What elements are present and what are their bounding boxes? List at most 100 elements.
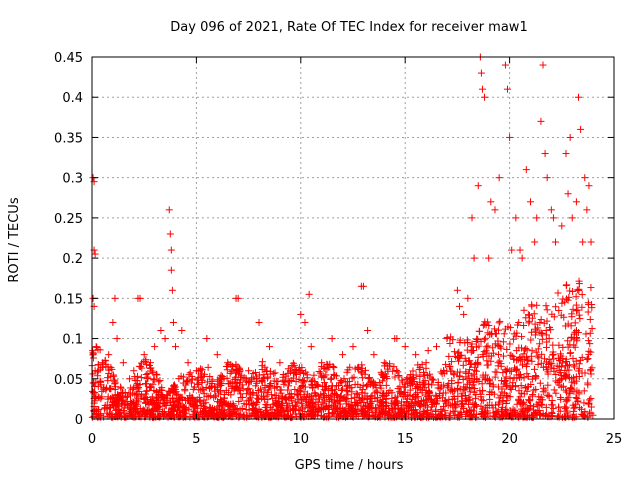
data-point	[501, 61, 509, 69]
data-point	[146, 359, 154, 367]
x-tick-label: 10	[293, 432, 310, 447]
data-point	[111, 294, 119, 302]
data-point	[301, 318, 309, 326]
y-tick-label: 0.45	[54, 51, 83, 66]
data-point	[506, 133, 514, 141]
y-tick-label: 0.4	[62, 91, 83, 106]
data-point	[169, 318, 177, 326]
data-point-cloud	[88, 277, 597, 421]
data-point	[585, 182, 593, 190]
data-point	[464, 294, 472, 302]
data-point	[393, 335, 401, 343]
data-point	[224, 359, 232, 367]
data-point	[526, 198, 534, 206]
data-point	[568, 214, 576, 222]
data-point	[485, 254, 493, 262]
data-point	[518, 254, 526, 262]
data-point	[168, 286, 176, 294]
data-point	[541, 150, 549, 158]
y-tick-label: 0.05	[54, 373, 83, 388]
data-point	[422, 359, 430, 367]
x-tick-label: 25	[606, 432, 623, 447]
data-point	[92, 343, 100, 351]
data-point	[357, 282, 365, 290]
data-point	[533, 214, 541, 222]
data-point	[297, 310, 305, 318]
data-point	[151, 343, 159, 351]
data-point	[167, 246, 175, 254]
data-point	[364, 327, 372, 335]
data-point	[577, 125, 585, 133]
data-point	[558, 222, 566, 230]
data-point	[245, 367, 253, 375]
data-point	[328, 335, 336, 343]
data-point	[184, 359, 192, 367]
data-point	[255, 318, 263, 326]
data-point	[130, 367, 138, 375]
data-point	[192, 367, 200, 375]
data-point	[549, 214, 557, 222]
grid-layer	[92, 57, 614, 419]
data-point	[113, 335, 121, 343]
data-point	[547, 206, 555, 214]
data-point	[474, 182, 482, 190]
data-point	[512, 214, 520, 222]
x-tick-label: 20	[501, 432, 518, 447]
data-points	[88, 53, 597, 421]
data-point	[481, 93, 489, 101]
data-point	[349, 343, 357, 351]
data-point	[401, 343, 409, 351]
data-point	[91, 250, 99, 258]
data-point	[552, 238, 560, 246]
data-point	[232, 294, 240, 302]
data-point	[516, 246, 524, 254]
data-point	[508, 246, 516, 254]
y-tick-label: 0.2	[62, 252, 83, 267]
data-point	[537, 117, 545, 125]
data-point	[166, 230, 174, 238]
data-point	[161, 335, 169, 343]
data-point	[119, 359, 127, 367]
chart-title: Day 096 of 2021, Rate Of TEC Index for r…	[170, 20, 527, 35]
data-point	[94, 367, 102, 375]
data-point	[109, 318, 117, 326]
data-point	[167, 266, 175, 274]
data-point	[305, 290, 313, 298]
data-point	[531, 238, 539, 246]
ticks-layer: 0 0.05 0.1 0.15 0.2 0.25 0.3 0.35 0.4 0.45 0 5 10 15 2…	[54, 51, 622, 447]
data-point	[157, 327, 165, 335]
data-point	[522, 166, 530, 174]
data-point	[339, 351, 347, 359]
data-point	[495, 174, 503, 182]
data-point	[587, 238, 595, 246]
data-point	[491, 206, 499, 214]
data-point	[470, 254, 478, 262]
data-point	[213, 351, 221, 359]
y-tick-label: 0.15	[54, 292, 83, 307]
plot-frame	[91, 56, 615, 420]
data-point	[276, 359, 284, 367]
data-point	[412, 351, 420, 359]
data-point	[105, 351, 113, 359]
data-point	[140, 351, 148, 359]
data-point	[566, 133, 574, 141]
data-point	[539, 61, 547, 69]
data-point	[562, 150, 570, 158]
data-point	[455, 302, 463, 310]
y-axis-label: ROTI / TECUs	[7, 197, 22, 282]
x-tick-label: 15	[397, 432, 414, 447]
data-point	[265, 343, 273, 351]
data-point	[575, 93, 583, 101]
data-point	[443, 335, 451, 343]
data-point	[318, 359, 326, 367]
x-tick-label: 0	[88, 432, 96, 447]
data-point	[307, 343, 315, 351]
data-point	[203, 335, 211, 343]
data-point	[370, 351, 378, 359]
x-axis-label: GPS time / hours	[295, 458, 404, 473]
data-point	[286, 367, 294, 375]
data-point	[380, 359, 388, 367]
data-point	[134, 294, 142, 302]
y-tick-label: 0.1	[62, 333, 83, 348]
